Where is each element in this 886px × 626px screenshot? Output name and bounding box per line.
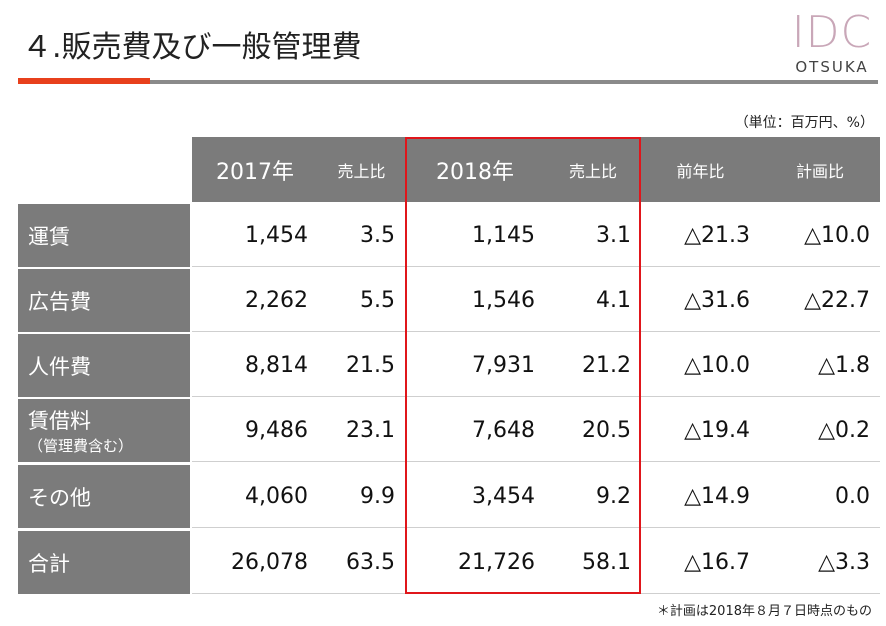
cell: 0.0 <box>760 465 880 528</box>
cell: 4.1 <box>545 269 641 332</box>
column-header: 2017年 <box>192 137 318 202</box>
cell: 1,145 <box>405 204 545 267</box>
cell: △22.7 <box>760 269 880 332</box>
cell: 9,486 <box>192 399 318 462</box>
row-label: 人件費 <box>18 334 190 397</box>
cell: 8,814 <box>192 334 318 397</box>
cell: 21,726 <box>405 531 545 594</box>
cell: 21.2 <box>545 334 641 397</box>
cell: 2,262 <box>192 269 318 332</box>
column-header: 2018年 <box>405 137 545 202</box>
cell: 3.1 <box>545 204 641 267</box>
title-rule <box>150 80 878 84</box>
row-label: 合計 <box>18 531 190 594</box>
cell: △21.3 <box>641 204 760 267</box>
logo-name: OTSUKA <box>795 58 869 76</box>
row-label: 広告費 <box>18 269 190 332</box>
row-label-text: 人件費 <box>28 354 91 379</box>
cell: △10.0 <box>641 334 760 397</box>
cell: 63.5 <box>318 531 405 594</box>
row-label-note: （管理費含む） <box>28 437 134 455</box>
row-label: 運賃 <box>18 204 190 267</box>
row-label-text: 広告費 <box>28 289 91 314</box>
column-header: 売上比 <box>318 137 405 202</box>
cell: 20.5 <box>545 399 641 462</box>
cell: 9.2 <box>545 465 641 528</box>
row-label-text: 合計 <box>28 551 70 576</box>
cell: △31.6 <box>641 269 760 332</box>
cell: △3.3 <box>760 531 880 594</box>
cell: 3,454 <box>405 465 545 528</box>
unit-note: （単位：百万円、%） <box>734 115 874 131</box>
row-label: その他 <box>18 465 190 528</box>
cell: 7,648 <box>405 399 545 462</box>
cell: △19.4 <box>641 399 760 462</box>
cell: △0.2 <box>760 399 880 462</box>
cell: 9.9 <box>318 465 405 528</box>
cell: 58.1 <box>545 531 641 594</box>
column-header: 前年比 <box>641 137 760 202</box>
cell: 5.5 <box>318 269 405 332</box>
cell: 7,931 <box>405 334 545 397</box>
cell: 4,060 <box>192 465 318 528</box>
cell: 21.5 <box>318 334 405 397</box>
cell: △16.7 <box>641 531 760 594</box>
cell: △1.8 <box>760 334 880 397</box>
logo-mark: IDC <box>791 7 873 58</box>
column-header: 計画比 <box>760 137 880 202</box>
cell: 3.5 <box>318 204 405 267</box>
cell: 23.1 <box>318 399 405 462</box>
footnote: ＊計画は2018年８月７日時点のもの <box>656 604 872 619</box>
cell: 26,078 <box>192 531 318 594</box>
cell: 1,454 <box>192 204 318 267</box>
title: ４.販売費及び一般管理費 <box>22 30 362 65</box>
header-corner <box>18 137 192 202</box>
highlight-frame <box>405 137 641 594</box>
row-label-text: 賃借料 <box>28 409 91 433</box>
row-label: 賃借料 （管理費含む） <box>18 399 190 462</box>
cell: △10.0 <box>760 204 880 267</box>
cell: 1,546 <box>405 269 545 332</box>
column-header: 売上比 <box>545 137 641 202</box>
cell: △14.9 <box>641 465 760 528</box>
title-accent <box>18 78 150 84</box>
row-label-text: その他 <box>28 485 91 510</box>
row-label-text: 運賃 <box>28 224 70 249</box>
